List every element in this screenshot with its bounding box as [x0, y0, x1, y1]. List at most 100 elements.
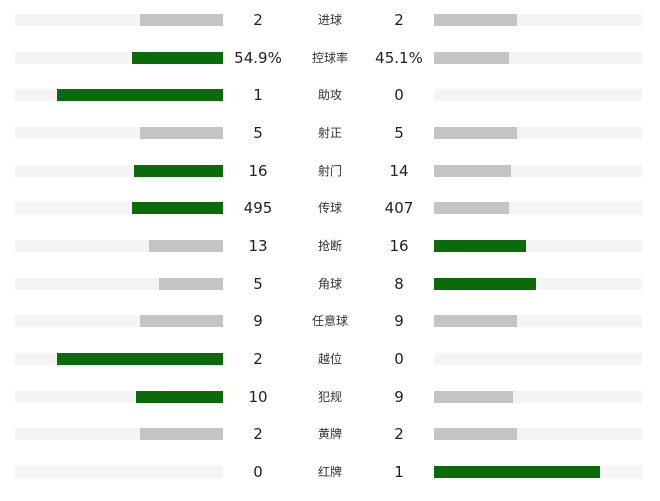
stat-row: 5 角球 8: [0, 274, 660, 293]
stat-label: 角球: [317, 276, 342, 291]
away-bar-track: [434, 202, 642, 215]
home-value: 10: [248, 387, 268, 406]
stat-label: 越位: [317, 352, 342, 367]
away-value: 45.1%: [375, 48, 423, 67]
away-bar-track: [434, 390, 642, 403]
home-bar: [159, 277, 223, 290]
away-value: 1: [394, 463, 404, 482]
home-value: 495: [243, 199, 273, 218]
stat-row: 54.9% 控球率 45.1%: [0, 48, 660, 67]
stat-label: 射正: [317, 126, 342, 140]
home-bar: [140, 315, 223, 328]
stat-label: 任意球: [311, 314, 348, 329]
away-value: 407: [384, 199, 414, 218]
away-bar-track: [434, 277, 642, 290]
away-value: 2: [394, 11, 404, 29]
away-value: 2: [394, 425, 404, 444]
home-bar: [131, 51, 223, 64]
away-value: 8: [394, 274, 404, 293]
away-bar: [434, 428, 517, 441]
away-bar: [434, 277, 537, 290]
stat-row: 2 越位 0: [0, 350, 660, 369]
home-bar: [135, 390, 223, 403]
stat-label: 射门: [317, 163, 342, 178]
stat-row: 2 黄牌 2: [0, 425, 660, 444]
home-bar: [131, 202, 223, 215]
home-bar-track: [15, 466, 223, 479]
away-bar-track: [434, 51, 642, 64]
stat-row: 495 传球 407: [0, 199, 660, 218]
home-bar-track: [15, 164, 223, 177]
away-bar-track: [434, 240, 642, 253]
stat-label: 控球率: [311, 50, 348, 65]
stat-row: 1 助攻 0: [0, 86, 660, 105]
away-bar: [434, 466, 600, 479]
home-value: 2: [253, 350, 263, 369]
home-value: 13: [248, 237, 268, 256]
away-bar: [434, 202, 509, 215]
stat-label: 黄牌: [317, 427, 342, 442]
away-bar: [434, 315, 517, 328]
home-value: 16: [248, 161, 268, 180]
away-bar: [434, 240, 526, 253]
home-value: 5: [253, 124, 263, 142]
away-bar: [434, 51, 509, 64]
away-bar: [434, 127, 517, 139]
away-value: 14: [389, 161, 409, 180]
home-value: 9: [253, 312, 263, 331]
home-bar-track: [15, 277, 223, 290]
home-bar-track: [15, 353, 223, 366]
stat-label: 进球: [317, 13, 342, 27]
home-bar-track: [15, 127, 223, 139]
home-bar-track: [15, 240, 223, 253]
home-value: 5: [253, 274, 263, 293]
home-bar: [140, 127, 223, 139]
away-bar: [434, 390, 513, 403]
stat-row: 9 任意球 9: [0, 312, 660, 331]
stat-row: 13 抢断 16: [0, 237, 660, 256]
home-bar: [57, 89, 223, 102]
home-bar-track: [15, 390, 223, 403]
away-bar-track: [434, 14, 642, 26]
away-value: 9: [394, 387, 404, 406]
stat-label: 助攻: [317, 88, 342, 103]
away-bar-track: [434, 164, 642, 177]
away-value: 0: [394, 86, 404, 105]
home-value: 1: [253, 86, 263, 105]
home-bar: [140, 428, 223, 441]
away-bar: [434, 14, 517, 26]
stat-label: 抢断: [317, 239, 342, 254]
away-value: 9: [394, 312, 404, 331]
home-bar: [134, 164, 223, 177]
home-value: 54.9%: [234, 48, 282, 67]
home-bar: [148, 240, 223, 253]
away-value: 16: [389, 237, 409, 256]
stat-row: 0 红牌 1: [0, 463, 660, 482]
stat-row: 5 射正 5: [0, 124, 660, 142]
away-bar-track: [434, 428, 642, 441]
stat-row: 10 犯规 9: [0, 387, 660, 406]
away-bar-track: [434, 89, 642, 102]
stat-row: 16 射门 14: [0, 161, 660, 180]
home-bar: [140, 14, 223, 26]
away-bar-track: [434, 466, 642, 479]
home-value: 2: [253, 425, 263, 444]
home-bar: [57, 353, 223, 366]
home-value: 0: [253, 463, 263, 482]
away-value: 5: [394, 124, 404, 142]
away-bar: [434, 164, 512, 177]
away-bar-track: [434, 353, 642, 366]
home-bar-track: [15, 428, 223, 441]
stat-row: 2 进球 2: [0, 11, 660, 29]
home-value: 2: [253, 11, 263, 29]
away-bar-track: [434, 127, 642, 139]
away-value: 0: [394, 350, 404, 369]
stat-label: 红牌: [317, 465, 342, 480]
home-bar-track: [15, 89, 223, 102]
stat-label: 传球: [317, 201, 342, 216]
home-bar-track: [15, 14, 223, 26]
away-bar-track: [434, 315, 642, 328]
stat-label: 犯规: [317, 389, 342, 404]
home-bar-track: [15, 202, 223, 215]
home-bar-track: [15, 315, 223, 328]
